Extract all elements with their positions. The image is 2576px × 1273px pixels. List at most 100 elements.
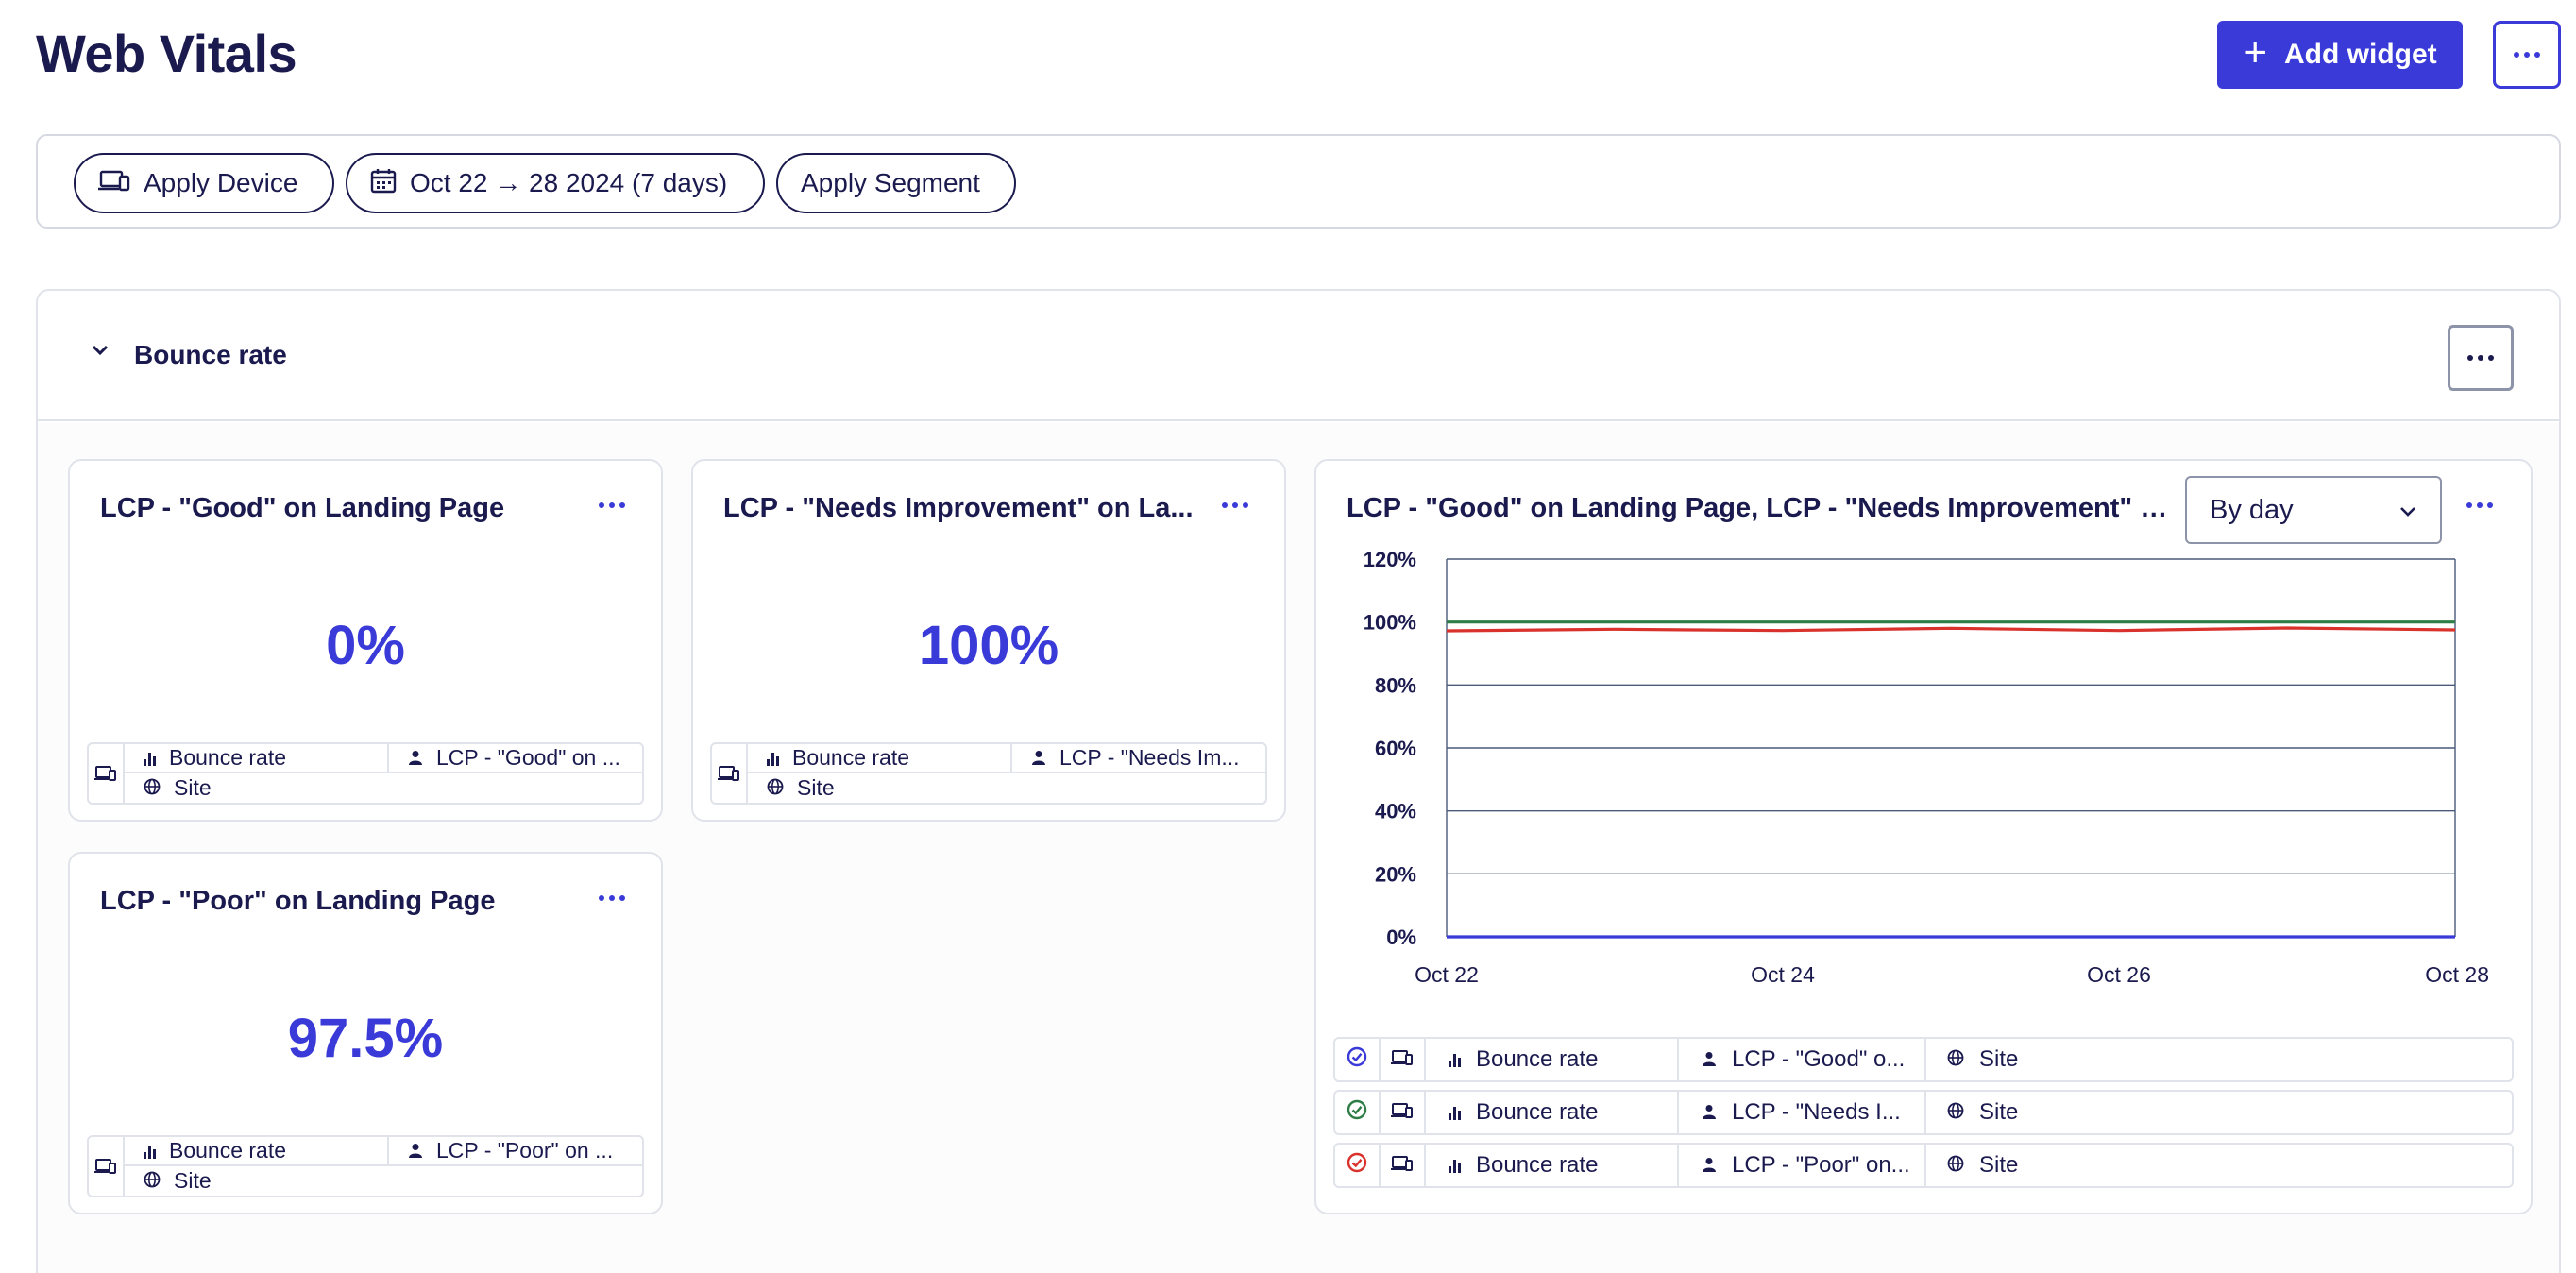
card-title: LCP - "Poor" on Landing Page <box>100 886 496 916</box>
add-widget-button[interactable]: + Add widget <box>2217 21 2463 89</box>
segment-cell: LCP - "Needs I... <box>1679 1092 1926 1133</box>
metric-cell: Bounce rate <box>1426 1039 1679 1080</box>
legend-row[interactable]: Bounce rate LCP - "Good" o... Site <box>1333 1037 2514 1082</box>
segment-label: LCP - "Needs I... <box>1732 1099 1901 1125</box>
card-more-icon[interactable] <box>1222 502 1248 508</box>
legend-row[interactable]: Bounce rate LCP - "Poor" on... Site <box>1333 1143 2514 1188</box>
scope-cell: Site <box>1926 1145 2512 1186</box>
chart-card[interactable]: LCP - "Good" on Landing Page, LCP - "Nee… <box>1314 459 2533 1214</box>
legend-toggle[interactable] <box>1335 1145 1381 1186</box>
user-icon <box>1031 745 1046 771</box>
scope-label: Site <box>1979 1152 2019 1178</box>
device-icon <box>1391 1152 1414 1179</box>
y-tick-label: 40% <box>1375 800 1416 823</box>
device-icon <box>89 1137 125 1196</box>
x-tick-label: Oct 24 <box>1751 962 1815 987</box>
series-line-2 <box>1446 626 2456 633</box>
date-range-button[interactable]: Oct 22 → 28 2024 (7 days) <box>346 153 765 213</box>
legend-toggle[interactable] <box>1335 1092 1381 1133</box>
check-circle-icon[interactable] <box>1347 1152 1367 1180</box>
metric-label: Bounce rate <box>1476 1046 1599 1072</box>
device-icon <box>98 168 130 198</box>
y-tick-label: 80% <box>1375 673 1416 697</box>
scope-label: Site <box>797 775 835 800</box>
metric-label: Bounce rate <box>1476 1152 1599 1178</box>
add-widget-label: Add widget <box>2284 39 2437 70</box>
metric-card[interactable]: LCP - "Good" on Landing Page 0% Bounce r… <box>68 459 663 822</box>
y-tick-label: 120% <box>1364 548 1416 571</box>
scope-label: Site <box>174 1168 212 1193</box>
device-cell <box>1381 1092 1426 1133</box>
metric-value: 97.5% <box>287 1008 444 1069</box>
granularity-select[interactable]: By day <box>2185 476 2442 544</box>
filter-bar: Apply Device Oct 22 → 28 2024 (7 days) A… <box>36 134 2561 229</box>
y-tick-label: 20% <box>1375 862 1416 886</box>
metric-label: Bounce rate <box>169 745 287 770</box>
scope-cell: Site <box>1926 1092 2512 1133</box>
x-tick-label: Oct 26 <box>2087 962 2151 987</box>
date-range-label: Oct 22 → 28 2024 (7 days) <box>410 168 728 197</box>
device-icon <box>89 744 125 803</box>
card-meta: Bounce rate LCP - "Needs Im... Site <box>710 742 1267 805</box>
bar-chart-icon <box>767 751 779 766</box>
check-circle-icon[interactable] <box>1347 1099 1367 1127</box>
bounce-rate-section: Bounce rate LCP - "Good" on Landing Page… <box>36 289 2561 1273</box>
card-more-icon[interactable] <box>599 895 625 901</box>
section-header[interactable]: Bounce rate <box>38 291 2559 421</box>
page-more-options-button[interactable] <box>2493 21 2561 89</box>
check-circle-icon[interactable] <box>1347 1046 1367 1074</box>
metric-label: Bounce rate <box>1476 1099 1599 1125</box>
metric-value: 0% <box>326 615 405 676</box>
device-icon <box>1391 1099 1414 1126</box>
user-icon <box>408 745 423 771</box>
segment-label: LCP - "Good" on ... <box>436 745 620 770</box>
y-tick-label: 0% <box>1386 925 1416 949</box>
globe-icon <box>767 775 784 801</box>
section-body: LCP - "Good" on Landing Page 0% Bounce r… <box>38 423 2559 1273</box>
y-tick-label: 60% <box>1375 737 1416 760</box>
segment-label: LCP - "Needs Im... <box>1059 745 1240 770</box>
card-meta: Bounce rate LCP - "Good" on ... Site <box>87 742 644 805</box>
card-title: LCP - "Needs Improvement" on La... <box>723 493 1194 523</box>
metric-cell: Bounce rate <box>1426 1092 1679 1133</box>
chevron-down-icon <box>2398 495 2417 526</box>
card-title: LCP - "Good" on Landing Page <box>100 493 505 523</box>
x-tick-label: Oct 28 <box>2425 962 2489 987</box>
user-icon <box>408 1138 423 1163</box>
metric-cell: Bounce rate <box>1426 1145 1679 1186</box>
segment-label: LCP - "Poor" on... <box>1732 1152 1910 1178</box>
apply-segment-button[interactable]: Apply Segment <box>776 153 1016 213</box>
calendar-icon <box>370 167 397 200</box>
bar-chart-icon <box>144 1144 156 1159</box>
chart-card-title: LCP - "Good" on Landing Page, LCP - "Nee… <box>1347 493 2168 523</box>
more-icon <box>2514 52 2540 58</box>
page-header: Web Vitals + Add widget <box>0 0 2576 113</box>
apply-device-label: Apply Device <box>144 168 298 197</box>
bar-chart-icon <box>144 751 156 766</box>
segment-cell: LCP - "Good" o... <box>1679 1039 1926 1080</box>
metric-label: Bounce rate <box>792 745 910 770</box>
device-icon <box>1391 1046 1414 1073</box>
globe-icon <box>144 1168 161 1194</box>
metric-card[interactable]: LCP - "Poor" on Landing Page 97.5% Bounc… <box>68 852 663 1214</box>
scope-cell: Site <box>1926 1039 2512 1080</box>
metric-card[interactable]: LCP - "Needs Improvement" on La... 100% … <box>691 459 1286 822</box>
user-icon <box>1702 1099 1717 1126</box>
legend-toggle[interactable] <box>1335 1039 1381 1080</box>
line-chart[interactable]: 0% 20% 40% 60% 80% 100% 120% Oct 22 Oct 24 Oct 26… <box>1316 546 2531 990</box>
scope-label: Site <box>1979 1046 2019 1072</box>
globe-icon <box>144 775 161 801</box>
scope-label: Site <box>1979 1099 2019 1125</box>
plus-icon: + <box>2243 29 2268 76</box>
chevron-down-icon[interactable] <box>91 344 110 362</box>
card-more-icon[interactable] <box>599 502 625 508</box>
granularity-value: By day <box>2210 494 2294 525</box>
user-icon <box>1702 1046 1717 1073</box>
legend-row[interactable]: Bounce rate LCP - "Needs I... Site <box>1333 1090 2514 1135</box>
section-more-options-button[interactable] <box>2448 325 2514 391</box>
scope-label: Site <box>174 775 212 800</box>
chart-more-icon[interactable] <box>2466 502 2493 508</box>
bar-chart-icon <box>1449 1105 1461 1120</box>
device-cell <box>1381 1145 1426 1186</box>
apply-device-button[interactable]: Apply Device <box>74 153 334 213</box>
